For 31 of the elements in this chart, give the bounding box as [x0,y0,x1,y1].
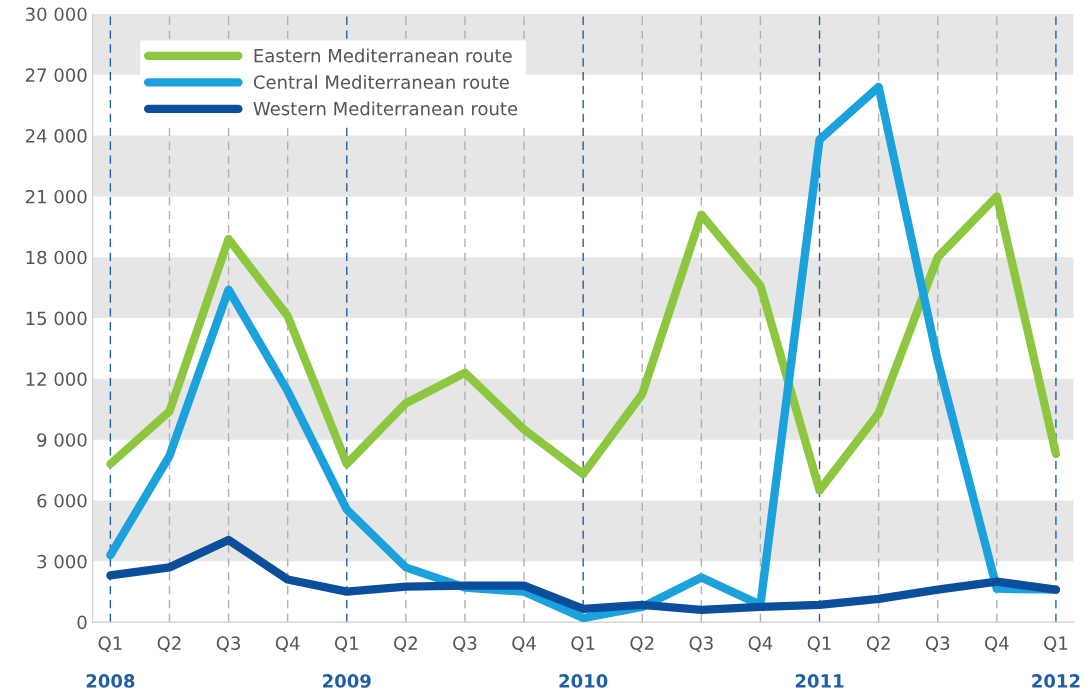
category-label: Q1 2008 [86,636,135,688]
y-tick-label: 15 000 [26,311,87,326]
category-label: Q1 2011 [795,636,844,688]
x-tick-label: Q3 [689,636,713,653]
y-tick-label: 30 000 [25,7,87,22]
y-tick-label: 0 [77,615,87,630]
x-tick-label: Q2 [866,636,890,653]
x-tick-label: Q3 [925,636,950,653]
y-tick-label: 21 000 [25,189,87,204]
y-tick-label: 3 000 [37,554,87,569]
legend-label: Central Mediterranean route [253,74,509,89]
category-label: Q1 2012 [1032,636,1080,688]
legend-label: Western Mediterranean route [253,101,518,116]
x-tick-label: Q2 [630,636,654,653]
x-tick-label: Q2 [394,636,417,653]
y-tick-label: 24 000 [25,129,87,143]
x-tick-label: Q3 [216,636,240,653]
y-tick-label: 12 000 [26,372,87,386]
y-tick-label: 9 000 [37,433,87,447]
x-tick-label: Q2 [157,636,181,653]
x-tick-label: Q3 [453,636,477,653]
category-label: Q1 2009 [323,636,371,688]
y-tick-label: 6 000 [37,493,87,508]
x-tick-label: Q4 [984,636,1009,653]
legend-label: Eastern Mediterranean route [254,48,512,63]
category-label: Q1 2010 [559,636,608,688]
x-tick-label: Q4 [275,636,300,653]
x-tick-label: Q4 [748,636,773,653]
x-tick-label: Q4 [512,636,536,653]
y-tick-label: 18 000 [26,250,87,265]
y-tick-label: 27 000 [25,68,87,82]
